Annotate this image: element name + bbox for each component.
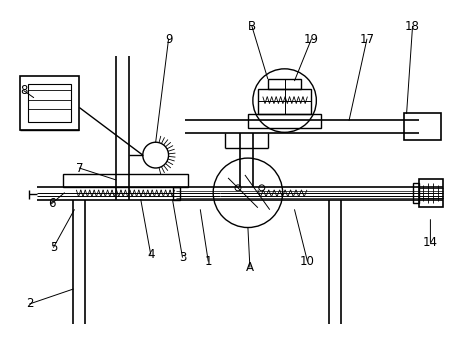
Text: 10: 10: [300, 255, 315, 268]
Text: 14: 14: [423, 236, 438, 249]
Bar: [404, 114, 441, 140]
Text: B: B: [248, 20, 256, 33]
Text: 18: 18: [405, 20, 420, 33]
Text: 6: 6: [48, 197, 55, 210]
Bar: [412, 183, 419, 203]
Text: A: A: [246, 261, 254, 274]
Bar: [268, 79, 301, 89]
Text: 17: 17: [359, 33, 374, 45]
Text: 8: 8: [20, 84, 27, 97]
Bar: [20, 76, 79, 130]
Text: 7: 7: [75, 161, 83, 175]
Bar: [27, 84, 72, 122]
Bar: [258, 89, 311, 115]
Text: 1: 1: [204, 255, 212, 268]
Text: 5: 5: [50, 241, 57, 254]
Bar: [64, 174, 188, 187]
Bar: [173, 187, 181, 200]
Text: 3: 3: [179, 251, 186, 264]
Bar: [419, 179, 443, 207]
Text: 9: 9: [165, 33, 173, 45]
Text: 19: 19: [304, 33, 319, 45]
Text: 4: 4: [147, 248, 155, 261]
Text: 2: 2: [26, 297, 34, 311]
Bar: [248, 115, 321, 128]
